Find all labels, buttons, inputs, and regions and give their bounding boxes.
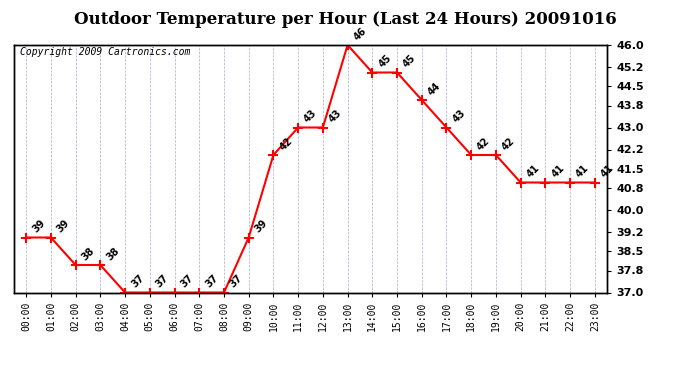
Text: 42: 42 xyxy=(475,136,492,152)
Text: 45: 45 xyxy=(401,53,418,70)
Text: 41: 41 xyxy=(525,163,542,180)
Text: 38: 38 xyxy=(80,246,97,262)
Text: 43: 43 xyxy=(302,108,319,125)
Text: 41: 41 xyxy=(599,163,615,180)
Text: 37: 37 xyxy=(228,273,245,290)
Text: 37: 37 xyxy=(154,273,170,290)
Text: 43: 43 xyxy=(451,108,467,125)
Text: Outdoor Temperature per Hour (Last 24 Hours) 20091016: Outdoor Temperature per Hour (Last 24 Ho… xyxy=(74,11,616,28)
Text: 41: 41 xyxy=(549,163,566,180)
Text: 42: 42 xyxy=(277,136,294,152)
Text: 44: 44 xyxy=(426,81,442,97)
Text: 41: 41 xyxy=(574,163,591,180)
Text: 39: 39 xyxy=(55,218,72,235)
Text: 46: 46 xyxy=(352,26,368,42)
Text: 42: 42 xyxy=(500,136,517,152)
Text: 37: 37 xyxy=(179,273,195,290)
Text: 39: 39 xyxy=(30,218,47,235)
Text: Copyright 2009 Cartronics.com: Copyright 2009 Cartronics.com xyxy=(20,48,190,57)
Text: 37: 37 xyxy=(129,273,146,290)
Text: 45: 45 xyxy=(377,53,393,70)
Text: 39: 39 xyxy=(253,218,270,235)
Text: 38: 38 xyxy=(104,246,121,262)
Text: 43: 43 xyxy=(327,108,344,125)
Text: 37: 37 xyxy=(204,273,220,290)
